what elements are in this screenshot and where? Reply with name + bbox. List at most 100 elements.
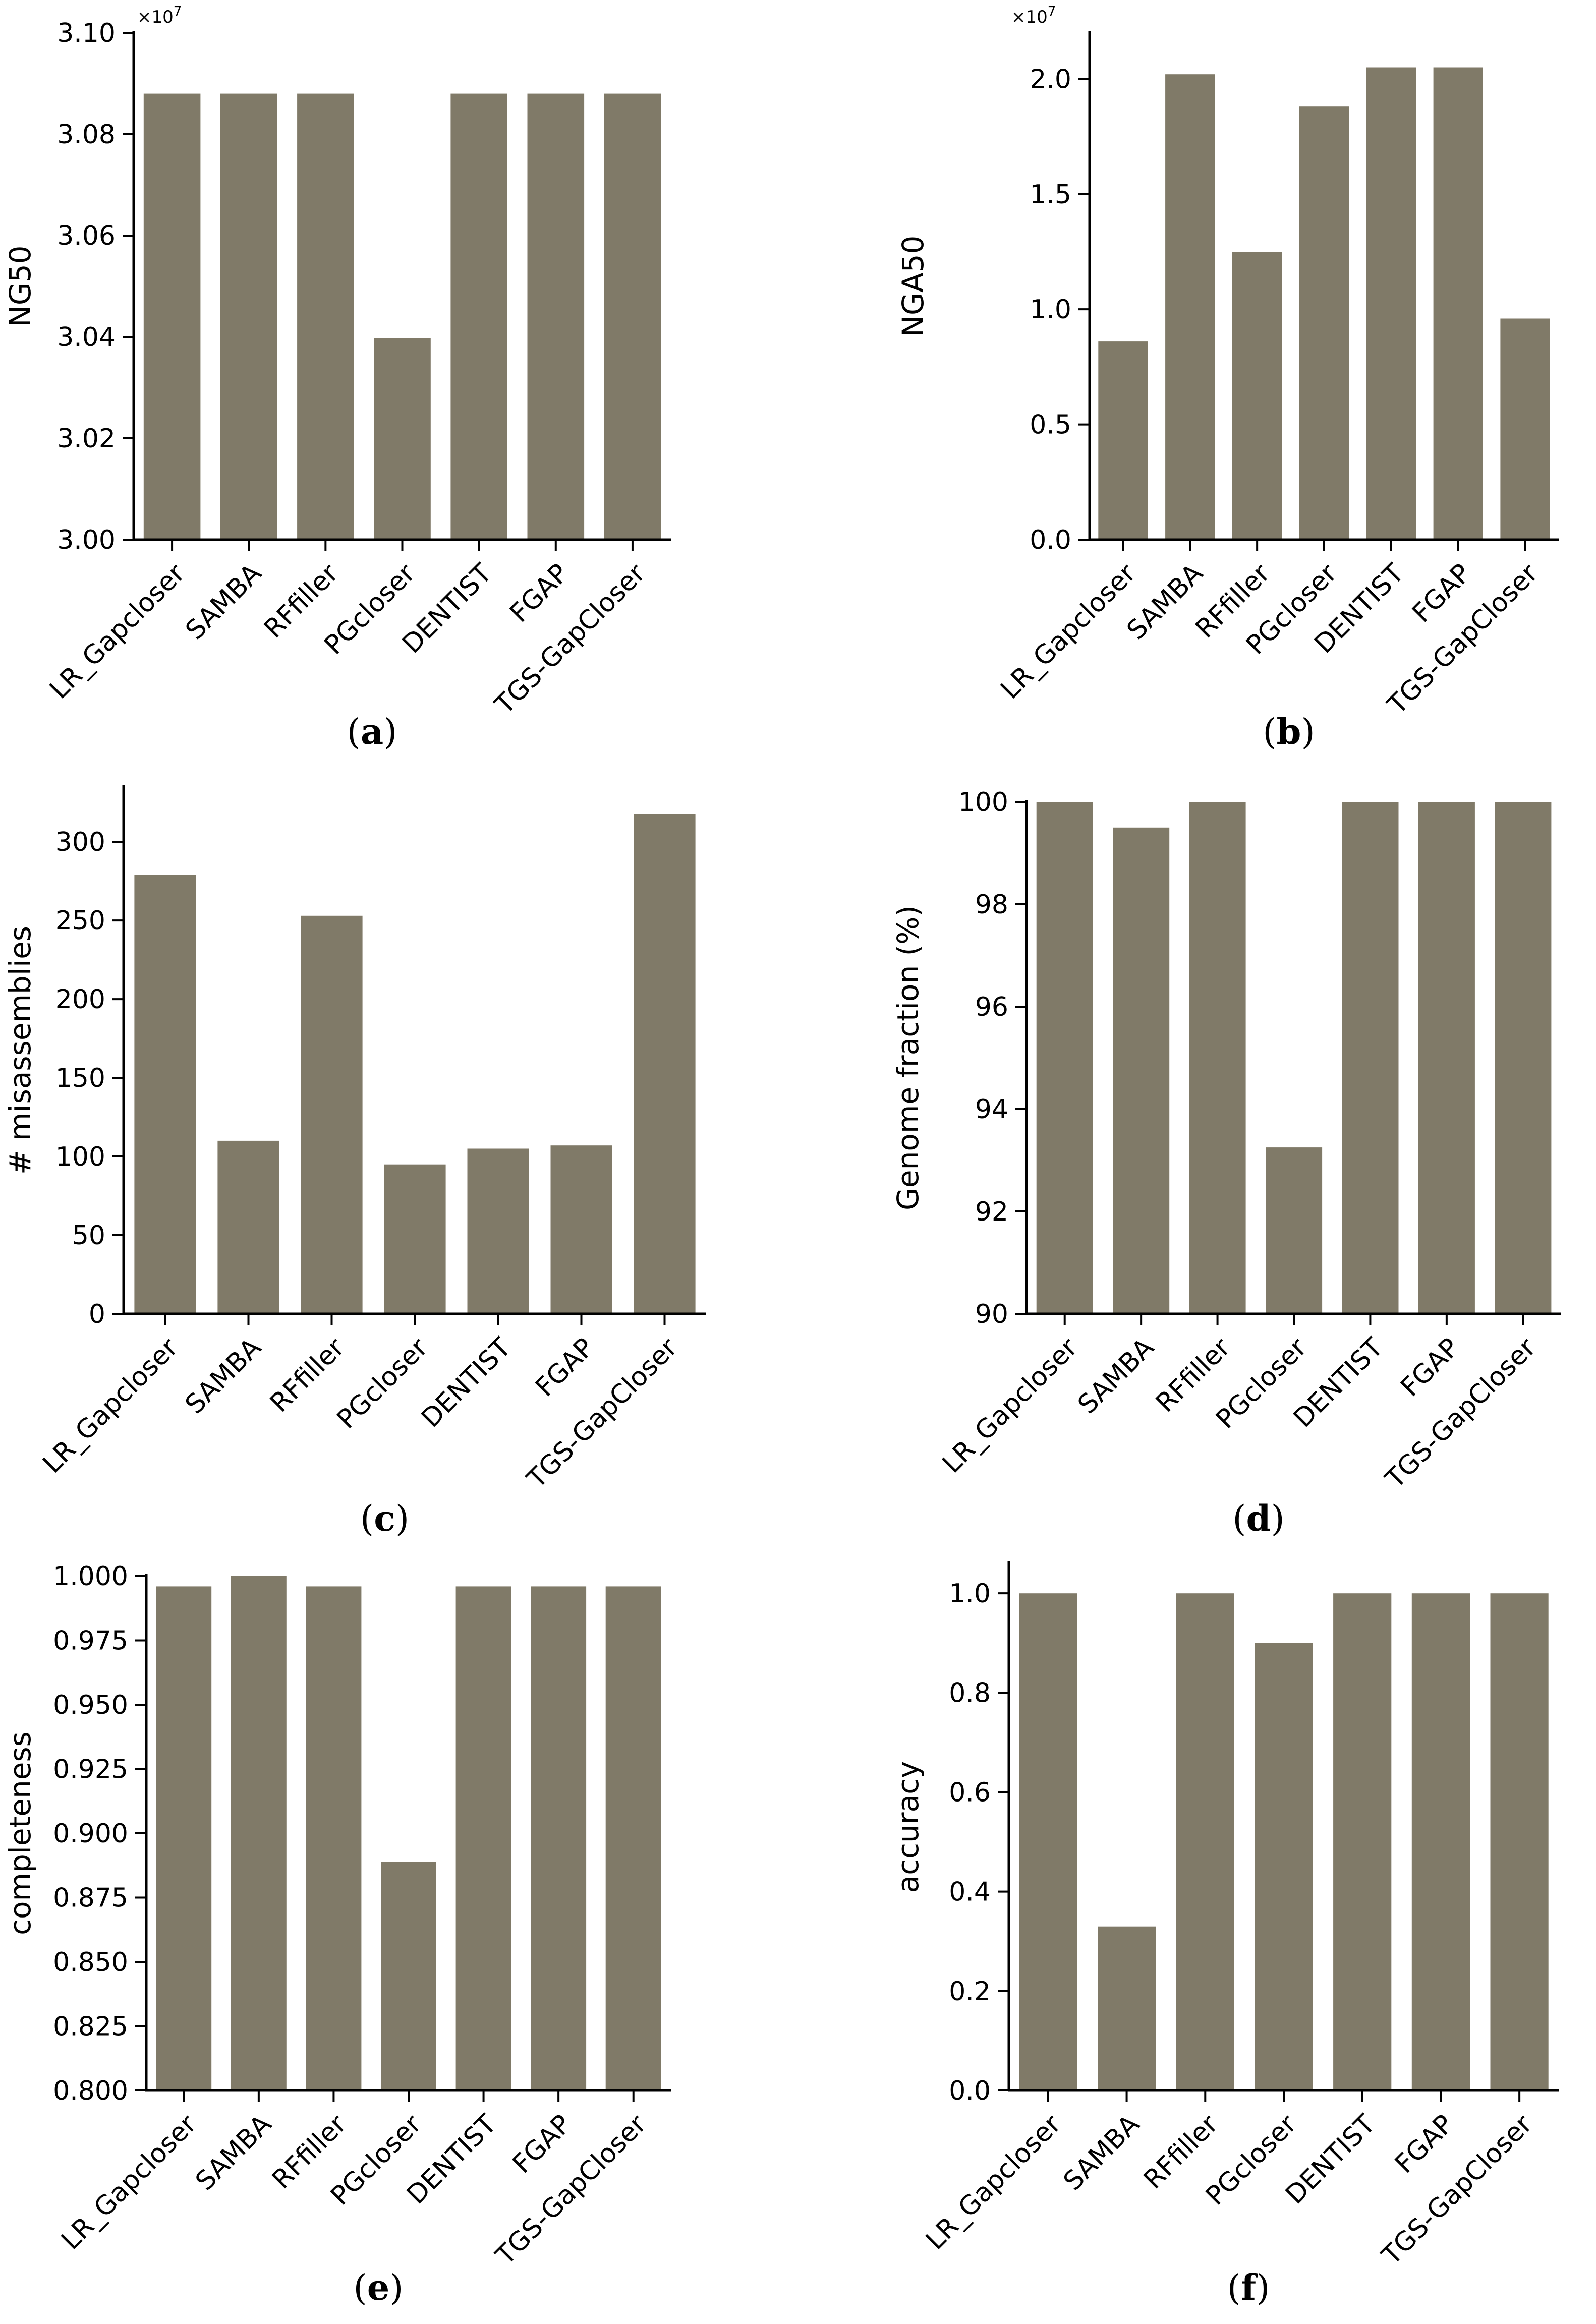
y-tick-label-a-0: 3.00 xyxy=(57,525,116,555)
y-tick-label-b-3: 1.5 xyxy=(1030,180,1071,210)
y-tick-label-c-0: 0 xyxy=(89,1299,105,1329)
y-tick-label-d-4: 98 xyxy=(975,890,1008,920)
x-tick-label-f-0: LR_Gapcloser xyxy=(920,2109,1067,2255)
axis-multiplier-exponent-b: 7 xyxy=(1048,4,1056,19)
y-tick-label-f-3: 0.6 xyxy=(949,1777,991,1808)
panel-caption-a: (a) xyxy=(347,711,397,752)
chart-panel-f: 0.00.20.40.60.81.0LR_GapcloserSAMBARFfil… xyxy=(891,1561,1559,2308)
y-tick-label-c-2: 100 xyxy=(55,1142,105,1172)
y-tick-label-d-1: 92 xyxy=(975,1197,1008,1227)
bar-e-3 xyxy=(381,1862,436,2090)
y-tick-label-c-4: 200 xyxy=(55,984,105,1015)
bar-a-2 xyxy=(297,93,354,540)
panel-caption-open-a: ( xyxy=(347,711,361,752)
chart-panel-e: 0.800 0.825 0.850 0.875 0.900 0.925 0.950 0.975… xyxy=(3,1561,671,2308)
chart-panel-c: 0 50 100 150 200 250 300 LR_GapcloserSAMBARFfil… xyxy=(3,785,706,1539)
y-tick-label-a-5: 3.10 xyxy=(57,18,116,48)
bar-d-1 xyxy=(1113,827,1170,1314)
bar-c-0 xyxy=(134,875,196,1314)
bar-b-6 xyxy=(1500,318,1550,540)
panel-caption-close-d: ) xyxy=(1271,1498,1284,1539)
bar-d-6 xyxy=(1495,802,1552,1314)
bar-c-2 xyxy=(301,915,363,1314)
x-tick-label-a-5: FGAP xyxy=(504,558,575,628)
x-tick-label-c-2: RFfiller xyxy=(264,1332,351,1418)
axis-multiplier-a: ×107 xyxy=(137,4,182,27)
panel-caption-open-b: ( xyxy=(1263,711,1276,752)
x-tick-label-d-5: FGAP xyxy=(1395,1332,1465,1403)
x-tick-label-d-1: SAMBA xyxy=(1072,1332,1160,1420)
panel-caption-letter-d: d xyxy=(1246,1497,1271,1539)
bar-d-3 xyxy=(1266,1147,1323,1314)
y-axis-label-a: NG50 xyxy=(3,245,37,327)
panel-caption-close-c: ) xyxy=(395,1498,409,1539)
bar-f-2 xyxy=(1176,1593,1234,2090)
bar-b-3 xyxy=(1299,106,1349,540)
bar-e-2 xyxy=(306,1586,362,2090)
y-tick-label-a-1: 3.02 xyxy=(57,424,116,454)
x-tick-label-f-1: SAMBA xyxy=(1058,2109,1146,2196)
y-tick-label-c-5: 250 xyxy=(55,906,105,936)
y-axis-label-e: completeness xyxy=(3,1731,37,1935)
y-tick-label-d-5: 100 xyxy=(958,787,1008,818)
bar-d-4 xyxy=(1342,802,1399,1314)
bar-e-1 xyxy=(231,1576,287,2090)
bar-c-6 xyxy=(634,814,696,1314)
bar-c-1 xyxy=(217,1140,279,1314)
axis-multiplier-base-b: ×10 xyxy=(1011,7,1048,27)
y-tick-label-e-6: 0.950 xyxy=(53,1690,128,1720)
bar-d-5 xyxy=(1418,802,1475,1314)
bar-a-4 xyxy=(450,93,507,540)
bar-a-1 xyxy=(220,93,277,540)
bar-e-6 xyxy=(605,1586,661,2090)
panel-caption-open-c: ( xyxy=(360,1498,374,1539)
y-tick-label-b-1: 0.5 xyxy=(1030,410,1071,440)
panel-caption-c: (c) xyxy=(360,1497,409,1539)
panel-caption-letter-e: e xyxy=(367,2267,390,2308)
chart-panel-d: 9092949698100LR_GapcloserSAMBARFfillerPG… xyxy=(891,787,1561,1539)
panel-caption-open-d: ( xyxy=(1232,1498,1246,1539)
bar-f-6 xyxy=(1490,1593,1549,2090)
y-axis-label-d: Genome fraction (%) xyxy=(891,905,925,1210)
axis-multiplier-base-a: ×10 xyxy=(137,7,174,27)
x-tick-label-b-0: LR_Gapcloser xyxy=(995,558,1142,705)
panel-caption-close-a: ) xyxy=(383,711,397,752)
panel-caption-close-b: ) xyxy=(1301,711,1315,752)
panel-caption-close-e: ) xyxy=(389,2267,403,2308)
y-axis-label-f: accuracy xyxy=(891,1761,925,1893)
panel-caption-e: (e) xyxy=(353,2267,403,2308)
panel-caption-f: (f) xyxy=(1227,2267,1270,2308)
panel-caption-letter-c: c xyxy=(374,1497,395,1539)
y-tick-label-a-3: 3.06 xyxy=(57,221,116,251)
y-tick-label-c-1: 50 xyxy=(72,1221,105,1251)
bar-e-5 xyxy=(531,1586,587,2090)
bar-b-5 xyxy=(1433,67,1483,540)
axis-multiplier-b: ×107 xyxy=(1011,4,1056,27)
y-tick-label-e-5: 0.925 xyxy=(53,1755,128,1785)
x-tick-label-e-1: SAMBA xyxy=(190,2109,277,2196)
bar-a-0 xyxy=(143,93,201,540)
x-tick-label-a-1: SAMBA xyxy=(180,558,268,646)
x-tick-label-e-0: LR_Gapcloser xyxy=(55,2109,202,2255)
bar-b-4 xyxy=(1366,67,1416,540)
bar-f-5 xyxy=(1411,1593,1470,2090)
y-tick-label-c-3: 150 xyxy=(55,1063,105,1093)
y-tick-label-c-6: 300 xyxy=(55,827,105,857)
bar-a-5 xyxy=(527,93,585,540)
bar-c-4 xyxy=(467,1148,529,1314)
x-tick-label-d-0: LR_Gapcloser xyxy=(937,1332,1084,1479)
y-tick-label-e-8: 1.000 xyxy=(53,1561,128,1592)
panel-caption-b: (b) xyxy=(1263,711,1315,752)
bar-b-2 xyxy=(1232,252,1282,540)
bar-d-0 xyxy=(1036,802,1093,1314)
y-tick-label-e-0: 0.800 xyxy=(53,2076,128,2106)
y-tick-label-e-2: 0.850 xyxy=(53,1947,128,1978)
bar-a-6 xyxy=(604,93,661,540)
y-tick-label-d-0: 90 xyxy=(975,1299,1008,1329)
y-tick-label-b-0: 0.0 xyxy=(1030,525,1071,555)
y-tick-label-f-0: 0.0 xyxy=(949,2076,991,2106)
axis-multiplier-exponent-a: 7 xyxy=(174,4,182,19)
x-tick-label-f-6: TGS-GapCloser xyxy=(1376,2109,1538,2271)
y-tick-label-d-2: 94 xyxy=(975,1094,1008,1125)
